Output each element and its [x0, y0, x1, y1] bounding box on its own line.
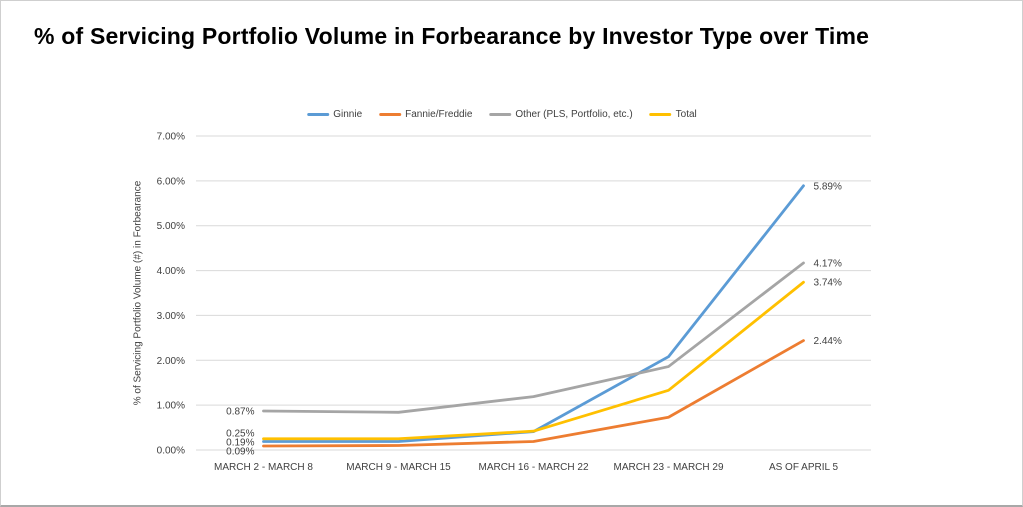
y-tick-label: 7.00%	[157, 132, 185, 143]
series-line-other-pls-portfolio-etc	[262, 261, 805, 414]
legend-swatch-ginnie	[307, 113, 330, 116]
data-label-last-fannie-freddie: 2.44%	[814, 336, 842, 347]
legend-item-ginnie: Ginnie	[307, 109, 362, 120]
legend-item-other-pls-portfolio-etc: Other (PLS, Portfolio, etc.)	[489, 109, 633, 120]
data-label-first-ginnie: 0.19%	[226, 438, 254, 449]
series-line-total	[262, 280, 805, 441]
legend-item-fannie-freddie: Fannie/Freddie	[379, 109, 472, 120]
legend-label: Ginnie	[333, 109, 363, 120]
data-label-last-ginnie: 5.89%	[814, 181, 842, 192]
y-tick-label: 6.00%	[157, 176, 185, 187]
y-tick-label: 0.00%	[157, 446, 185, 457]
x-axis-label: AS OF APRIL 5	[769, 462, 839, 473]
x-axis-label: MARCH 9 - MARCH 15	[346, 462, 451, 473]
y-tick-label: 5.00%	[157, 221, 185, 232]
y-tick-label: 2.00%	[157, 356, 185, 367]
chart-legend: Ginnie Fannie/Freddie Other (PLS, Portfoli…	[307, 109, 697, 120]
x-axis-label: MARCH 2 - MARCH 8	[214, 462, 313, 473]
data-label-first-fannie-freddie: 0.09%	[226, 447, 254, 458]
legend-label: Other (PLS, Portfolio, etc.)	[515, 109, 633, 120]
data-label-last-total: 3.74%	[814, 278, 842, 289]
legend-label: Total	[675, 109, 697, 120]
x-axis-label: MARCH 23 - MARCH 29	[613, 462, 723, 473]
data-label-first-other-pls-portfolio-etc: 0.87%	[226, 406, 254, 417]
y-tick-label: 3.00%	[157, 311, 185, 322]
legend-swatch-fannie-freddie	[379, 113, 402, 116]
chart-title: % of Servicing Portfolio Volume in Forbe…	[34, 23, 870, 49]
x-axis-label: MARCH 16 - MARCH 22	[478, 462, 588, 473]
series-line-ginnie	[262, 184, 805, 443]
y-tick-label: 4.00%	[157, 266, 185, 277]
legend-label: Fannie/Freddie	[405, 109, 473, 120]
y-tick-label: 1.00%	[157, 401, 185, 412]
legend-item-total: Total	[649, 109, 697, 120]
data-label-first-total: 0.25%	[226, 429, 254, 440]
legend-swatch-total	[649, 113, 672, 116]
legend-swatch-other-pls-portfolio-etc	[489, 113, 512, 116]
series-line-fannie-freddie	[262, 339, 805, 448]
data-label-last-other-pls-portfolio-etc: 4.17%	[814, 258, 842, 269]
